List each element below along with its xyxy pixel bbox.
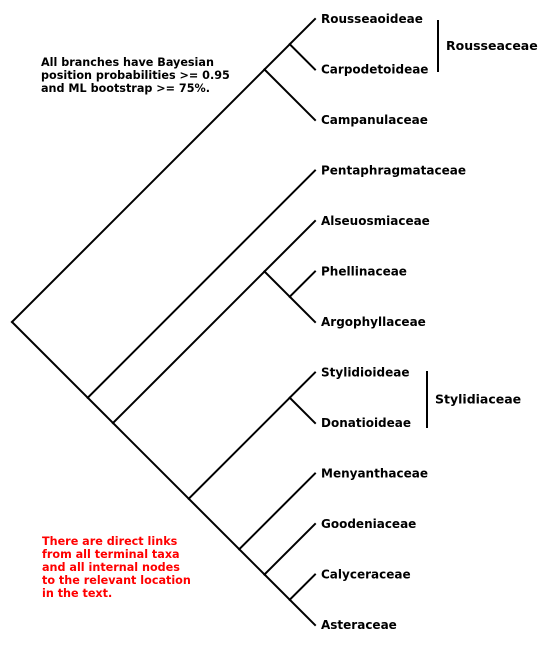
taxon-alseuosmiaceae[interactable]: Alseuosmiaceae (321, 214, 430, 228)
branch-phellinaceae (288, 270, 317, 299)
taxon-menyanthaceae[interactable]: Menyanthaceae (321, 467, 428, 481)
root-node[interactable] (7, 317, 17, 327)
branch-phellinaceae-argophyllaceae-node (263, 270, 292, 299)
branch-rousseaoideae (288, 17, 317, 46)
taxon-phellinaceae[interactable]: Phellinaceae (321, 265, 407, 279)
taxon-rousseaoideae[interactable]: Rousseaoideae (321, 12, 423, 26)
branch-menyanthaceae (237, 472, 317, 551)
branch-calyceraceae-asteraceae-node (263, 573, 292, 602)
family-label-stylidiaceae: Stylidiaceae (435, 392, 521, 407)
support-note: All branches have Bayesian position prob… (41, 56, 230, 95)
taxon-carpodetoideae[interactable]: Carpodetoideae (321, 63, 428, 77)
branch-pentaphragmataceae-clade-node (10, 320, 90, 400)
branch-alseuosmiaceae-asterales-node (86, 396, 115, 425)
branch-calyceraceae (288, 573, 317, 602)
branch-pentaphragmataceae (86, 169, 317, 400)
branch-menyanthaceae-clade-node (187, 497, 241, 551)
branch-carpodetoideae (288, 42, 317, 71)
taxon-pentaphragmataceae[interactable]: Pentaphragmataceae (321, 164, 466, 178)
branch-asteraceae (288, 598, 317, 627)
taxon-donatioideae[interactable]: Donatioideae (321, 416, 411, 430)
branch-rousseaceae-node (263, 42, 292, 71)
taxon-asteraceae[interactable]: Asteraceae (321, 618, 397, 632)
branch-alseuosmiaceae (263, 219, 317, 273)
branch-campanulales-node (10, 68, 266, 324)
branch-stylidiaceae-node (187, 396, 292, 501)
branch-argophyllaceae (288, 295, 317, 324)
taxon-stylidioideae[interactable]: Stylidioideae (321, 366, 409, 380)
branch-stylidioideae (288, 371, 317, 400)
taxon-argophyllaceae[interactable]: Argophyllaceae (321, 315, 426, 329)
family-brackets: Rousseaceae Stylidiaceae (426, 20, 538, 428)
taxon-goodeniaceae[interactable]: Goodeniaceae (321, 517, 416, 531)
branch-campanulaceae (263, 68, 317, 122)
taxon-campanulaceae[interactable]: Campanulaceae (321, 113, 428, 127)
taxon-calyceraceae[interactable]: Calyceraceae (321, 568, 411, 582)
links-note: There are direct links from all terminal… (42, 535, 191, 600)
tree-branches (7, 17, 317, 627)
branch-alseuosmiaceae-clade-node (111, 270, 266, 425)
branch-stylidiaceae-clade-node (111, 421, 191, 501)
taxon-labels: Rousseaoideae Carpodetoideae Campanulaceae… (321, 12, 466, 632)
branch-goodeniaceae-clade-node (237, 547, 266, 576)
branch-goodeniaceae (263, 522, 317, 576)
family-label-rousseaceae: Rousseaceae (446, 38, 538, 53)
branch-donatioideae (288, 396, 317, 425)
